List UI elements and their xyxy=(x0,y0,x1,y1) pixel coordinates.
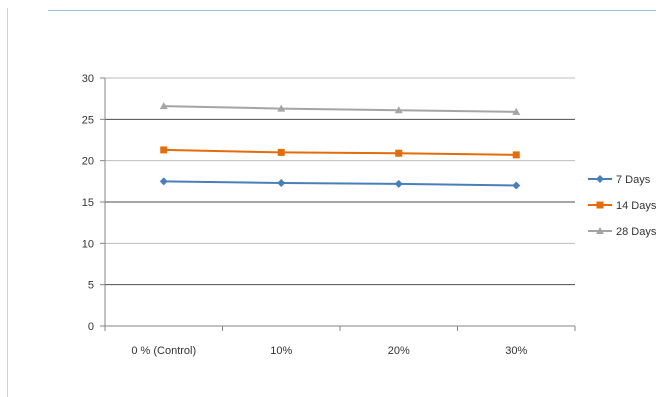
axes xyxy=(100,77,576,331)
data-point-14-days xyxy=(512,151,520,159)
series-line-28-days xyxy=(163,105,517,113)
chart-frame-top-border xyxy=(48,10,656,11)
x-tick-label: 0 % (Control) xyxy=(131,345,196,357)
y-axis-tick-labels: 0 5 10 15 20 25 30 xyxy=(82,73,94,333)
gridlines xyxy=(105,77,575,286)
legend: 7 Days 14 Days 28 Days xyxy=(588,174,657,238)
y-tick-label: 5 xyxy=(88,280,94,292)
data-point-28-days xyxy=(277,104,286,112)
y-tick-label: 30 xyxy=(82,73,94,85)
legend-label-14-days: 14 Days xyxy=(616,200,657,212)
series-line-14-days xyxy=(163,148,517,156)
data-point-28-days xyxy=(512,107,521,115)
series-line-7-days xyxy=(163,180,517,187)
y-tick-label: 25 xyxy=(82,114,94,126)
legend-label-28-days: 28 Days xyxy=(616,226,657,238)
data-point-14-days xyxy=(395,149,403,157)
x-tick-label: 10% xyxy=(270,345,292,357)
data-point-7-days xyxy=(277,178,286,187)
y-tick-label: 10 xyxy=(82,238,94,250)
y-tick-label: 15 xyxy=(82,197,94,209)
data-point-7-days xyxy=(394,179,403,188)
y-tick-label: 20 xyxy=(82,156,94,168)
x-tick-label: 30% xyxy=(505,345,527,357)
legend-label-7-days: 7 Days xyxy=(616,174,651,186)
x-axis-tick-labels: 0 % (Control) 10% 20% 30% xyxy=(131,345,527,357)
legend-marker-14-days xyxy=(596,201,604,209)
data-point-28-days xyxy=(159,102,168,110)
legend-marker-28-days xyxy=(596,227,604,234)
x-tick-label: 20% xyxy=(388,345,410,357)
y-tick-label: 0 xyxy=(88,321,94,333)
chart-frame-left-border xyxy=(7,8,8,397)
data-point-14-days xyxy=(277,148,285,156)
data-point-7-days xyxy=(512,181,521,190)
legend-marker-7-days xyxy=(596,175,604,183)
data-point-7-days xyxy=(159,177,168,186)
data-point-28-days xyxy=(394,106,403,114)
series-lines xyxy=(159,102,521,190)
data-point-14-days xyxy=(160,146,168,154)
